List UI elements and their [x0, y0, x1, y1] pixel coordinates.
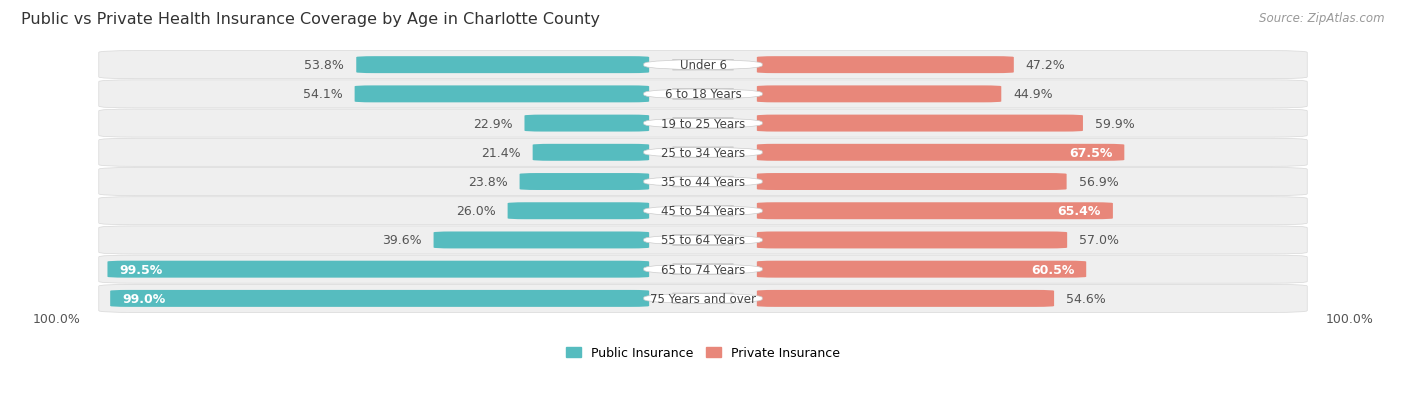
- FancyBboxPatch shape: [644, 119, 762, 129]
- Text: 26.0%: 26.0%: [456, 205, 496, 218]
- FancyBboxPatch shape: [533, 145, 650, 161]
- Text: 67.5%: 67.5%: [1069, 147, 1112, 159]
- Text: 99.0%: 99.0%: [122, 292, 166, 305]
- FancyBboxPatch shape: [644, 235, 762, 246]
- FancyBboxPatch shape: [756, 261, 1087, 278]
- Text: 22.9%: 22.9%: [472, 117, 513, 130]
- FancyBboxPatch shape: [98, 285, 1308, 313]
- Text: 100.0%: 100.0%: [32, 312, 80, 325]
- Text: 100.0%: 100.0%: [1326, 312, 1374, 325]
- Text: 44.9%: 44.9%: [1014, 88, 1053, 101]
- Text: 57.0%: 57.0%: [1080, 234, 1119, 247]
- Text: 65 to 74 Years: 65 to 74 Years: [661, 263, 745, 276]
- Text: 53.8%: 53.8%: [305, 59, 344, 72]
- Text: 60.5%: 60.5%: [1031, 263, 1074, 276]
- FancyBboxPatch shape: [524, 115, 650, 132]
- FancyBboxPatch shape: [98, 139, 1308, 167]
- Text: Public vs Private Health Insurance Coverage by Age in Charlotte County: Public vs Private Health Insurance Cover…: [21, 12, 600, 27]
- Text: 54.6%: 54.6%: [1066, 292, 1105, 305]
- FancyBboxPatch shape: [98, 110, 1308, 138]
- Text: 56.9%: 56.9%: [1078, 176, 1118, 189]
- Text: 59.9%: 59.9%: [1095, 117, 1135, 130]
- FancyBboxPatch shape: [98, 226, 1308, 254]
- FancyBboxPatch shape: [756, 203, 1114, 220]
- FancyBboxPatch shape: [433, 232, 650, 249]
- Text: 39.6%: 39.6%: [382, 234, 422, 247]
- FancyBboxPatch shape: [644, 89, 762, 100]
- FancyBboxPatch shape: [756, 86, 1001, 103]
- Text: 19 to 25 Years: 19 to 25 Years: [661, 117, 745, 130]
- FancyBboxPatch shape: [756, 232, 1067, 249]
- FancyBboxPatch shape: [756, 173, 1067, 190]
- FancyBboxPatch shape: [356, 57, 650, 74]
- FancyBboxPatch shape: [98, 256, 1308, 283]
- FancyBboxPatch shape: [644, 206, 762, 216]
- FancyBboxPatch shape: [110, 290, 650, 307]
- FancyBboxPatch shape: [520, 173, 650, 190]
- FancyBboxPatch shape: [756, 290, 1054, 307]
- Text: Source: ZipAtlas.com: Source: ZipAtlas.com: [1260, 12, 1385, 25]
- Text: 75 Years and over: 75 Years and over: [650, 292, 756, 305]
- FancyBboxPatch shape: [756, 145, 1125, 161]
- FancyBboxPatch shape: [98, 81, 1308, 109]
- Text: 65.4%: 65.4%: [1057, 205, 1101, 218]
- FancyBboxPatch shape: [756, 57, 1014, 74]
- Text: 45 to 54 Years: 45 to 54 Years: [661, 205, 745, 218]
- FancyBboxPatch shape: [644, 264, 762, 275]
- FancyBboxPatch shape: [644, 148, 762, 158]
- FancyBboxPatch shape: [98, 197, 1308, 225]
- Text: 99.5%: 99.5%: [120, 263, 163, 276]
- Text: Under 6: Under 6: [679, 59, 727, 72]
- FancyBboxPatch shape: [98, 52, 1308, 79]
- Text: 35 to 44 Years: 35 to 44 Years: [661, 176, 745, 189]
- FancyBboxPatch shape: [508, 203, 650, 220]
- FancyBboxPatch shape: [354, 86, 650, 103]
- FancyBboxPatch shape: [644, 293, 762, 304]
- FancyBboxPatch shape: [98, 168, 1308, 196]
- Text: 21.4%: 21.4%: [481, 147, 520, 159]
- Text: 55 to 64 Years: 55 to 64 Years: [661, 234, 745, 247]
- Text: 54.1%: 54.1%: [302, 88, 343, 101]
- FancyBboxPatch shape: [644, 177, 762, 188]
- FancyBboxPatch shape: [644, 60, 762, 71]
- Text: 47.2%: 47.2%: [1026, 59, 1066, 72]
- FancyBboxPatch shape: [756, 115, 1083, 132]
- FancyBboxPatch shape: [107, 261, 650, 278]
- Text: 6 to 18 Years: 6 to 18 Years: [665, 88, 741, 101]
- Text: 23.8%: 23.8%: [468, 176, 508, 189]
- Legend: Public Insurance, Private Insurance: Public Insurance, Private Insurance: [561, 342, 845, 364]
- Text: 25 to 34 Years: 25 to 34 Years: [661, 147, 745, 159]
